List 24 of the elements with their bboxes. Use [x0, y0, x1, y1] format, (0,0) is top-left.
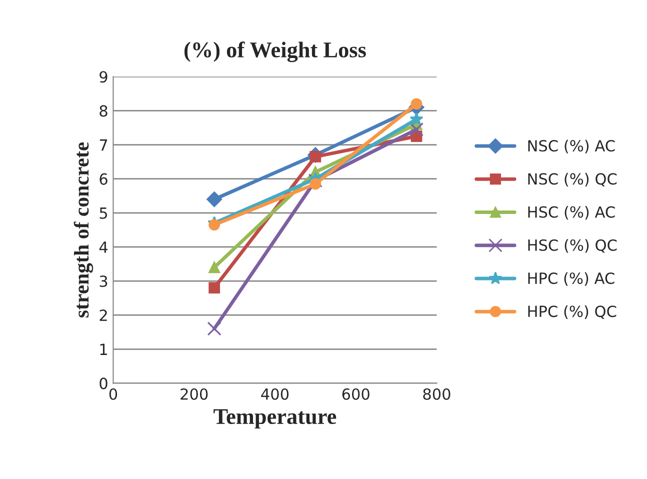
x-tick-label: 400 [261, 388, 289, 400]
x-tick-label: 600 [342, 388, 370, 400]
y-tick-label: 4 [99, 242, 108, 253]
x-axis-title: Temperature [214, 409, 336, 429]
legend-label: HSC (%) AC [528, 206, 615, 220]
y-tick-label: 9 [100, 71, 108, 83]
legend-label: NSC (%) QC [528, 172, 617, 186]
legend-label: NSC (%) AC [528, 140, 615, 154]
legend-label: HSC (%) QC [528, 239, 617, 253]
y-tick-label: 5 [100, 208, 108, 219]
y-axis-title: strength of concrete [74, 142, 94, 318]
x-tick-label: 200 [180, 388, 208, 400]
legend-label: HPC (%) AC [528, 272, 614, 286]
y-tick-label: 1 [100, 344, 107, 355]
y-tick-label: 0 [100, 378, 108, 390]
chart-title: (%) of Weight Loss [184, 42, 366, 62]
x-tick-label: 800 [423, 388, 450, 400]
y-tick-label: 7 [100, 139, 108, 151]
legend-label: HPC (%) QC [528, 305, 616, 319]
y-tick-label: 6 [100, 173, 108, 185]
y-tick-label: 2 [100, 310, 107, 321]
x-tick-label: 0 [109, 388, 118, 400]
y-tick-label: 3 [100, 275, 108, 288]
y-tick-label: 8 [100, 105, 108, 117]
